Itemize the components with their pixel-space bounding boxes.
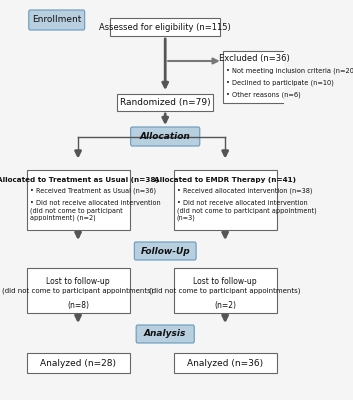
- Text: Analyzed (n=28): Analyzed (n=28): [40, 358, 116, 368]
- Text: Allocated to EMDR Therapy (n=41): Allocated to EMDR Therapy (n=41): [154, 177, 296, 183]
- FancyBboxPatch shape: [26, 353, 130, 373]
- FancyBboxPatch shape: [134, 242, 196, 260]
- FancyBboxPatch shape: [174, 353, 277, 373]
- FancyBboxPatch shape: [174, 170, 277, 230]
- FancyBboxPatch shape: [223, 51, 286, 103]
- Text: • Did not receive allocated intervention
(did not come to participant appointmen: • Did not receive allocated intervention…: [176, 200, 316, 221]
- Text: Analyzed (n=36): Analyzed (n=36): [187, 358, 263, 368]
- Text: Follow-Up: Follow-Up: [140, 246, 190, 256]
- FancyBboxPatch shape: [131, 127, 200, 146]
- Text: • Declined to participate (n=10): • Declined to participate (n=10): [226, 80, 333, 86]
- Text: Allocated to Treatment as Usual (n=38): Allocated to Treatment as Usual (n=38): [0, 177, 159, 183]
- Text: • Received Treatment as Usual (n=36): • Received Treatment as Usual (n=36): [30, 188, 156, 194]
- Text: Lost to follow-up: Lost to follow-up: [193, 277, 257, 286]
- Text: Lost to follow-up: Lost to follow-up: [46, 277, 110, 286]
- FancyBboxPatch shape: [26, 268, 130, 313]
- Text: (did not come to participant appointments): (did not come to participant appointment…: [149, 288, 301, 294]
- Text: Allocation: Allocation: [140, 132, 191, 141]
- FancyBboxPatch shape: [29, 10, 85, 30]
- Text: • Other reasons (n=6): • Other reasons (n=6): [226, 92, 300, 98]
- FancyBboxPatch shape: [26, 170, 130, 230]
- Text: Enrollment: Enrollment: [32, 16, 82, 24]
- Text: • Not meeting inclusion criteria (n=20): • Not meeting inclusion criteria (n=20): [226, 68, 353, 74]
- Text: Randomized (n=79): Randomized (n=79): [120, 98, 210, 107]
- Text: • Did not receive allocated intervention
(did not come to participant
appointmen: • Did not receive allocated intervention…: [30, 200, 160, 221]
- Text: • Received allocated intervention (n=38): • Received allocated intervention (n=38): [176, 188, 312, 194]
- Text: (did not come to participant appointments): (did not come to participant appointment…: [2, 288, 154, 294]
- FancyBboxPatch shape: [118, 94, 213, 111]
- Text: Assessed for eligibility (n=115): Assessed for eligibility (n=115): [99, 22, 231, 32]
- FancyBboxPatch shape: [110, 18, 220, 36]
- Text: (n=8): (n=8): [67, 301, 89, 310]
- Text: (n=2): (n=2): [214, 301, 236, 310]
- FancyBboxPatch shape: [174, 268, 277, 313]
- FancyBboxPatch shape: [136, 325, 194, 343]
- Text: Analysis: Analysis: [144, 330, 186, 338]
- Text: Excluded (n=36): Excluded (n=36): [219, 54, 289, 62]
